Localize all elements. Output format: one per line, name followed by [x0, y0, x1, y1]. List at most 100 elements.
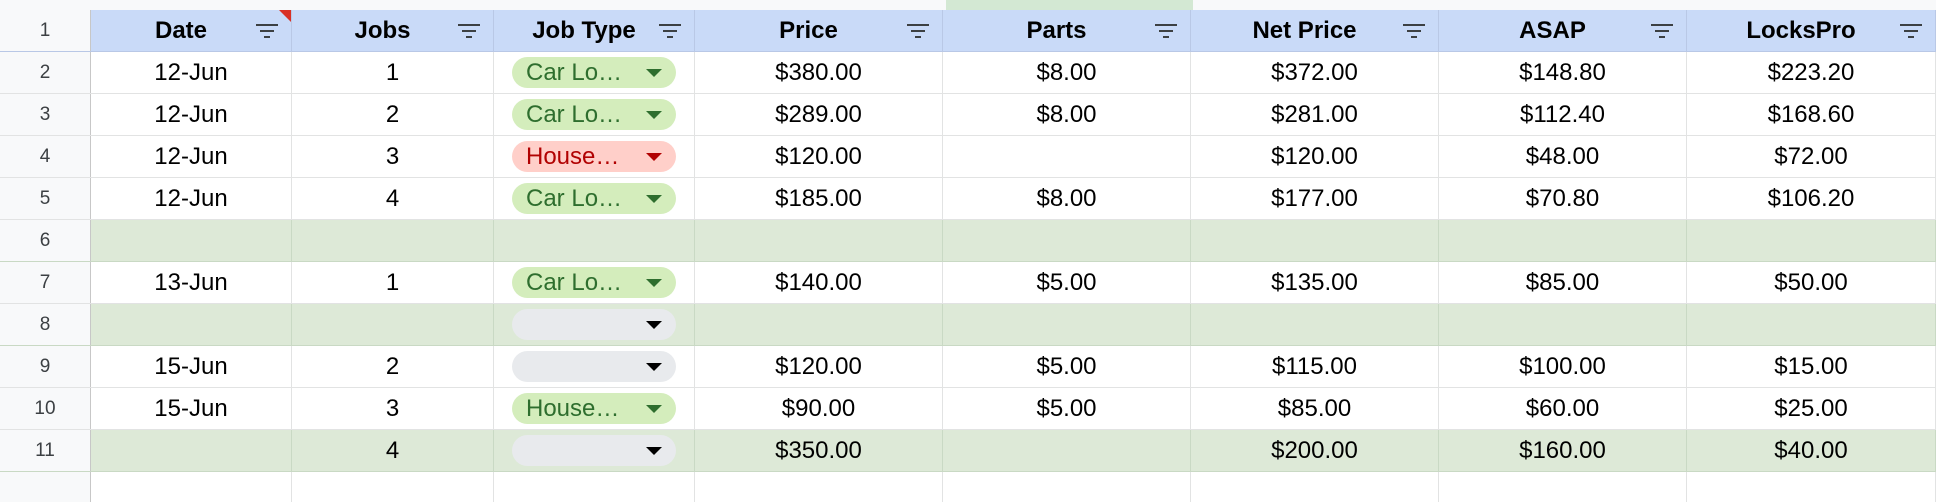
date-cell[interactable]: 15-Jun [91, 346, 292, 387]
jobs-cell[interactable] [292, 220, 494, 261]
dropdown-caret-icon[interactable] [646, 111, 662, 119]
net-price-cell[interactable]: $200.00 [1191, 430, 1439, 471]
job-type-dropdown-chip[interactable]: Car Lo… [512, 267, 676, 298]
lockspro-cell[interactable]: $50.00 [1687, 262, 1936, 303]
row-number[interactable]: 11 [0, 430, 91, 471]
jobs-cell[interactable]: 2 [292, 94, 494, 135]
filter-icon[interactable] [1402, 24, 1426, 38]
date-cell[interactable] [91, 304, 292, 345]
job-type-dropdown-chip[interactable] [512, 351, 676, 382]
filter-icon[interactable] [255, 24, 279, 38]
row-number[interactable]: 5 [0, 178, 91, 219]
job-type-cell[interactable] [494, 220, 695, 261]
header-cell-price[interactable]: Price [695, 10, 943, 51]
header-cell-asap[interactable]: ASAP [1439, 10, 1687, 51]
row-number[interactable]: 1 [0, 10, 91, 51]
price-cell[interactable]: $185.00 [695, 178, 943, 219]
row-number[interactable]: 9 [0, 346, 91, 387]
price-cell[interactable]: $90.00 [695, 388, 943, 429]
parts-cell[interactable]: $5.00 [943, 262, 1191, 303]
date-cell[interactable]: 12-Jun [91, 136, 292, 177]
date-cell[interactable] [91, 472, 292, 502]
job-type-cell[interactable]: Car Lo… [494, 94, 695, 135]
asap-cell[interactable]: $70.80 [1439, 178, 1687, 219]
jobs-cell[interactable]: 4 [292, 178, 494, 219]
job-type-cell[interactable]: Car Lo… [494, 262, 695, 303]
job-type-cell[interactable] [494, 346, 695, 387]
dropdown-caret-icon[interactable] [646, 447, 662, 455]
jobs-cell[interactable]: 3 [292, 388, 494, 429]
jobs-cell[interactable]: 3 [292, 136, 494, 177]
job-type-cell[interactable]: House… [494, 388, 695, 429]
price-cell[interactable]: $120.00 [695, 346, 943, 387]
net-price-cell[interactable]: $372.00 [1191, 52, 1439, 93]
price-cell[interactable] [695, 304, 943, 345]
asap-cell[interactable]: $112.40 [1439, 94, 1687, 135]
dropdown-caret-icon[interactable] [646, 153, 662, 161]
dropdown-caret-icon[interactable] [646, 69, 662, 77]
header-cell-net-price[interactable]: Net Price [1191, 10, 1439, 51]
job-type-dropdown-chip[interactable] [512, 435, 676, 466]
jobs-cell[interactable]: 2 [292, 346, 494, 387]
date-cell[interactable]: 12-Jun [91, 52, 292, 93]
net-price-cell[interactable] [1191, 220, 1439, 261]
price-cell[interactable]: $120.00 [695, 136, 943, 177]
lockspro-cell[interactable] [1687, 304, 1936, 345]
parts-cell[interactable]: $5.00 [943, 388, 1191, 429]
job-type-cell[interactable] [494, 472, 695, 502]
parts-cell[interactable]: $5.00 [943, 346, 1191, 387]
lockspro-cell[interactable]: $168.60 [1687, 94, 1936, 135]
job-type-dropdown-chip[interactable]: Car Lo… [512, 183, 676, 214]
price-cell[interactable]: $350.00 [695, 430, 943, 471]
row-number[interactable]: 2 [0, 52, 91, 93]
job-type-cell[interactable] [494, 304, 695, 345]
header-cell-job-type[interactable]: Job Type [494, 10, 695, 51]
lockspro-cell[interactable] [1687, 472, 1936, 502]
dropdown-caret-icon[interactable] [646, 279, 662, 287]
filter-icon[interactable] [1899, 24, 1923, 38]
job-type-cell[interactable]: Car Lo… [494, 178, 695, 219]
asap-cell[interactable]: $148.80 [1439, 52, 1687, 93]
net-price-cell[interactable]: $177.00 [1191, 178, 1439, 219]
asap-cell[interactable] [1439, 472, 1687, 502]
job-type-dropdown-chip[interactable]: Car Lo… [512, 99, 676, 130]
row-number[interactable]: 8 [0, 304, 91, 345]
row-number[interactable]: 7 [0, 262, 91, 303]
job-type-dropdown-chip[interactable]: Car Lo… [512, 57, 676, 88]
lockspro-cell[interactable]: $40.00 [1687, 430, 1936, 471]
price-cell[interactable] [695, 220, 943, 261]
net-price-cell[interactable] [1191, 304, 1439, 345]
row-number[interactable]: 3 [0, 94, 91, 135]
job-type-dropdown-chip[interactable]: House… [512, 141, 676, 172]
filter-icon[interactable] [658, 24, 682, 38]
asap-cell[interactable]: $60.00 [1439, 388, 1687, 429]
jobs-cell[interactable] [292, 304, 494, 345]
asap-cell[interactable] [1439, 304, 1687, 345]
header-cell-date[interactable]: Date [91, 10, 292, 51]
dropdown-caret-icon[interactable] [646, 321, 662, 329]
asap-cell[interactable]: $85.00 [1439, 262, 1687, 303]
filter-icon[interactable] [457, 24, 481, 38]
net-price-cell[interactable]: $120.00 [1191, 136, 1439, 177]
asap-cell[interactable]: $100.00 [1439, 346, 1687, 387]
dropdown-caret-icon[interactable] [646, 405, 662, 413]
lockspro-cell[interactable]: $106.20 [1687, 178, 1936, 219]
parts-cell[interactable] [943, 220, 1191, 261]
net-price-cell[interactable] [1191, 472, 1439, 502]
lockspro-cell[interactable]: $72.00 [1687, 136, 1936, 177]
date-cell[interactable]: 13-Jun [91, 262, 292, 303]
asap-cell[interactable]: $48.00 [1439, 136, 1687, 177]
date-cell[interactable]: 12-Jun [91, 178, 292, 219]
price-cell[interactable]: $380.00 [695, 52, 943, 93]
jobs-cell[interactable] [292, 472, 494, 502]
row-number[interactable] [0, 472, 91, 502]
parts-cell[interactable] [943, 304, 1191, 345]
parts-cell[interactable]: $8.00 [943, 52, 1191, 93]
header-cell-lockspro[interactable]: LocksPro [1687, 10, 1936, 51]
lockspro-cell[interactable] [1687, 220, 1936, 261]
row-number[interactable]: 4 [0, 136, 91, 177]
job-type-dropdown-chip[interactable]: House… [512, 393, 676, 424]
dropdown-caret-icon[interactable] [646, 363, 662, 371]
lockspro-cell[interactable]: $15.00 [1687, 346, 1936, 387]
net-price-cell[interactable]: $135.00 [1191, 262, 1439, 303]
